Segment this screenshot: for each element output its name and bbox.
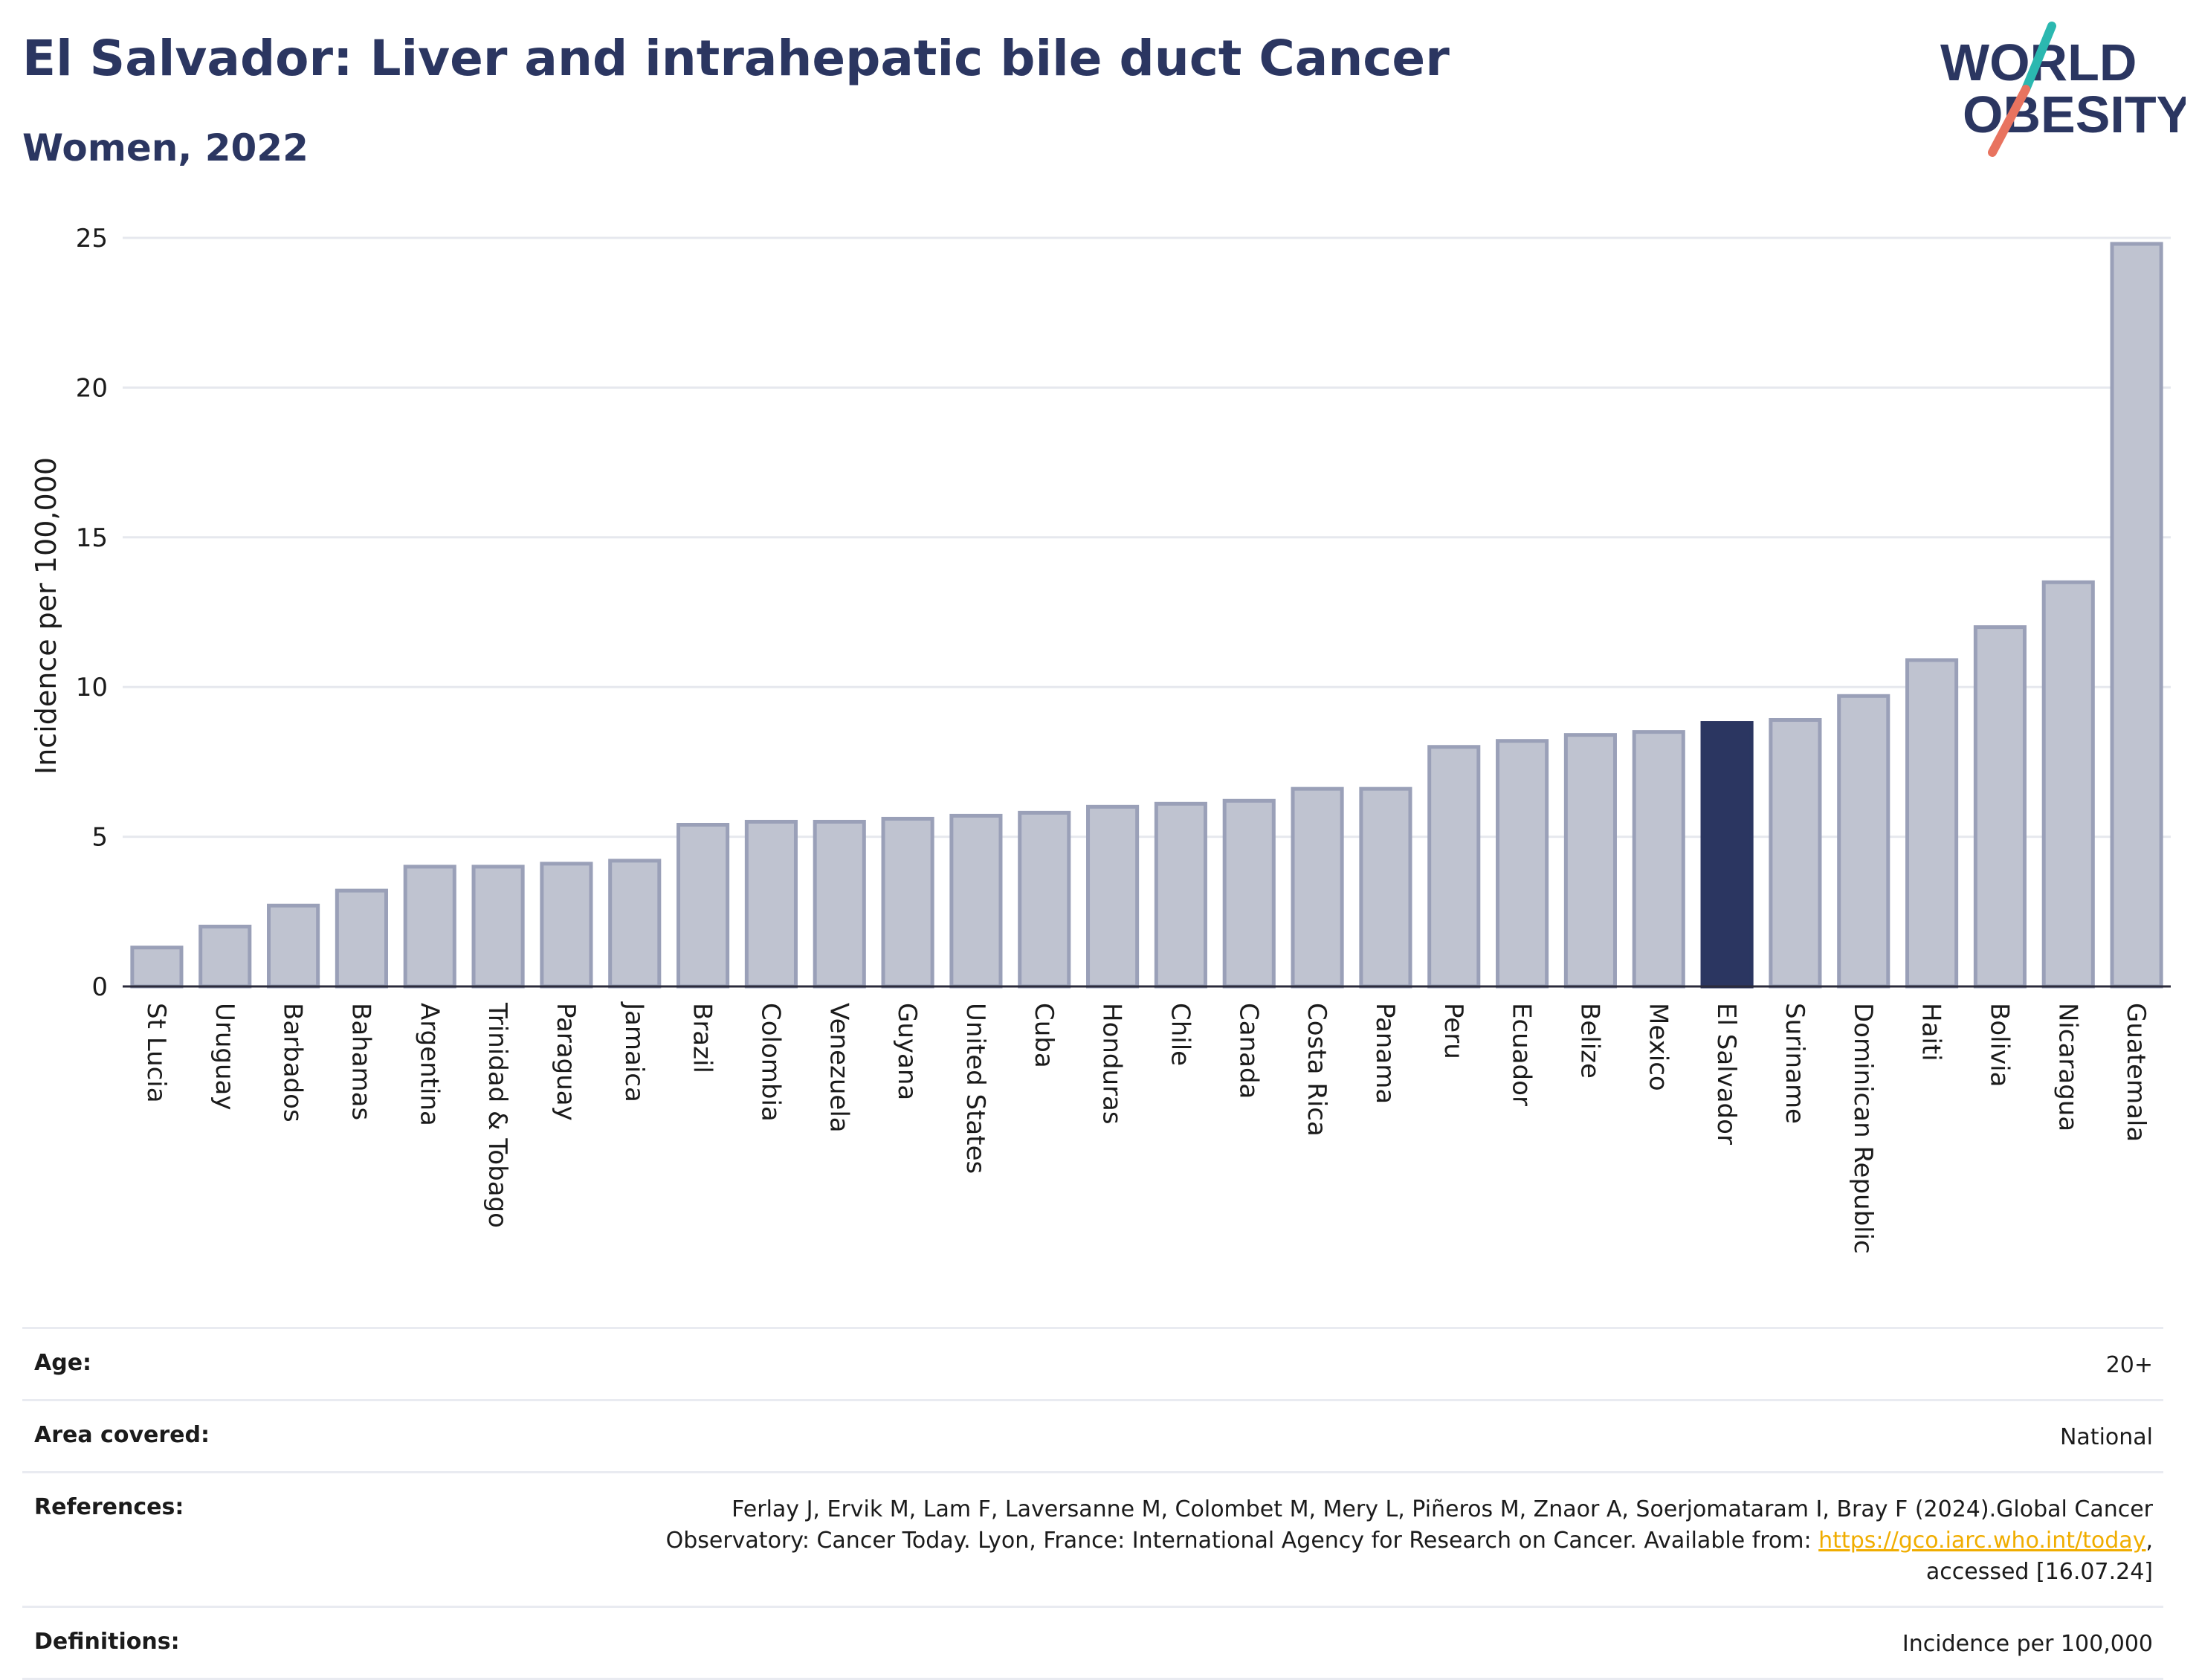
bar: [1700, 721, 1754, 989]
bar: [2041, 580, 2095, 989]
references-line2-prefix: Observatory: Cancer Today. Lyon, France:…: [665, 1528, 1819, 1554]
x-tick-label: Venezuela: [824, 1003, 853, 1133]
bar: [1086, 804, 1140, 989]
bar: [540, 862, 593, 989]
definitions-value: Incidence per 100,000: [1902, 1631, 2153, 1657]
area-value: National: [2059, 1424, 2153, 1450]
x-tick-label: El Salvador: [1711, 1003, 1741, 1145]
bar: [677, 822, 730, 989]
x-tick-label: Guyana: [892, 1003, 922, 1100]
bar: [744, 819, 798, 989]
bar: [1222, 798, 1276, 989]
x-tick-label: Uruguay: [210, 1003, 239, 1111]
bar: [1496, 739, 1549, 989]
x-tick-label: Barbados: [278, 1003, 308, 1122]
age-label: Age:: [34, 1350, 92, 1376]
bar: [1018, 810, 1071, 989]
y-axis-label: Incidence per 100,000: [30, 457, 62, 775]
info-row-age: Age: 20+: [22, 1327, 2163, 1399]
info-table: Age: 20+ Area covered: National Referenc…: [22, 1327, 2163, 1680]
x-tick-label: Chile: [1165, 1003, 1195, 1066]
bar: [403, 865, 456, 989]
bar-chart: 0 5 10 15 20 25 Incidence per 100,000 St Lucia U…: [30, 224, 2171, 1254]
x-tick-label: Guatemala: [2121, 1003, 2151, 1142]
y-tick-label: 10: [76, 673, 108, 702]
bar: [1563, 733, 1617, 989]
definitions-label: Definitions:: [34, 1629, 180, 1655]
x-tick-label: Cuba: [1029, 1003, 1059, 1068]
bar: [471, 865, 525, 989]
bar: [130, 946, 184, 989]
info-row-definitions: Definitions: Incidence per 100,000: [22, 1606, 2163, 1680]
world-obesity-logo: WORLD OBESITY: [1940, 22, 2186, 157]
x-tick-label: Canada: [1233, 1003, 1263, 1099]
bar: [1291, 786, 1344, 989]
x-tick-label: Nicaragua: [2053, 1003, 2082, 1131]
bar: [1154, 801, 1207, 989]
chart-subtitle: Women, 2022: [22, 126, 309, 169]
bar: [1973, 625, 2027, 989]
x-tick-label: Costa Rica: [1302, 1003, 1331, 1137]
bar: [1905, 658, 1959, 989]
bar: [1359, 786, 1412, 989]
y-tick-label: 25: [76, 224, 108, 253]
y-tick-label: 5: [91, 823, 108, 853]
bar: [1427, 745, 1481, 989]
x-tick-label: Bahamas: [346, 1003, 375, 1120]
references-value: Ferlay J, Ervik M, Lam F, Laversanne M, …: [666, 1494, 2153, 1588]
x-tick-label: Belize: [1575, 1003, 1604, 1079]
y-tick-label: 15: [76, 523, 108, 553]
references-label: References:: [34, 1494, 184, 1520]
x-tick-label: Paraguay: [551, 1003, 581, 1121]
bar: [2110, 242, 2163, 989]
x-tick-label: Colombia: [755, 1003, 785, 1122]
x-tick-label: Bolivia: [1984, 1003, 2014, 1087]
bar: [198, 924, 252, 989]
bar: [1632, 730, 1685, 989]
x-tick-label: Peru: [1438, 1003, 1468, 1059]
bar: [335, 888, 388, 989]
x-tick-label: United States: [960, 1003, 990, 1174]
references-line2-suffix: ,: [2145, 1528, 2153, 1554]
references-line3: accessed [16.07.24]: [1925, 1559, 2153, 1585]
chart-title: El Salvador: Liver and intrahepatic bile…: [22, 30, 1450, 87]
x-tick-label: Haiti: [1917, 1003, 1946, 1062]
references-line1: Ferlay J, Ervik M, Lam F, Laversanne M, …: [732, 1496, 2153, 1522]
bar: [1837, 694, 1890, 989]
bar: [267, 903, 320, 989]
x-tick-label: Ecuador: [1507, 1003, 1537, 1106]
x-tick-label: Jamaica: [619, 1001, 649, 1102]
bar: [881, 816, 934, 989]
bar: [949, 813, 1003, 989]
y-tick-label: 0: [91, 972, 108, 1002]
bar: [1769, 718, 1822, 989]
x-tick-label: Panama: [1370, 1003, 1400, 1104]
bar: [608, 859, 662, 989]
x-tick-label: Brazil: [688, 1003, 717, 1073]
age-value: 20+: [2105, 1352, 2153, 1378]
info-row-area: Area covered: National: [22, 1399, 2163, 1471]
logo-slash-top: [2021, 22, 2056, 94]
x-tick-label: Suriname: [1780, 1003, 1809, 1124]
x-tick-label: St Lucia: [141, 1003, 171, 1103]
area-label: Area covered:: [34, 1422, 210, 1448]
x-tick-label: Argentina: [414, 1003, 444, 1126]
x-tick-label: Honduras: [1097, 1003, 1127, 1125]
x-tick-label: Dominican Republic: [1848, 1003, 1878, 1254]
x-tick-label: Trinidad & Tobago: [482, 1002, 512, 1228]
y-tick-label: 20: [76, 373, 108, 403]
info-row-references: References: Ferlay J, Ervik M, Lam F, La…: [22, 1471, 2163, 1606]
references-link[interactable]: https://gco.iarc.who.int/today: [1818, 1528, 2146, 1554]
x-tick-label: Mexico: [1643, 1003, 1673, 1091]
bar: [813, 819, 866, 989]
logo-slash-bottom: [1988, 85, 2030, 157]
